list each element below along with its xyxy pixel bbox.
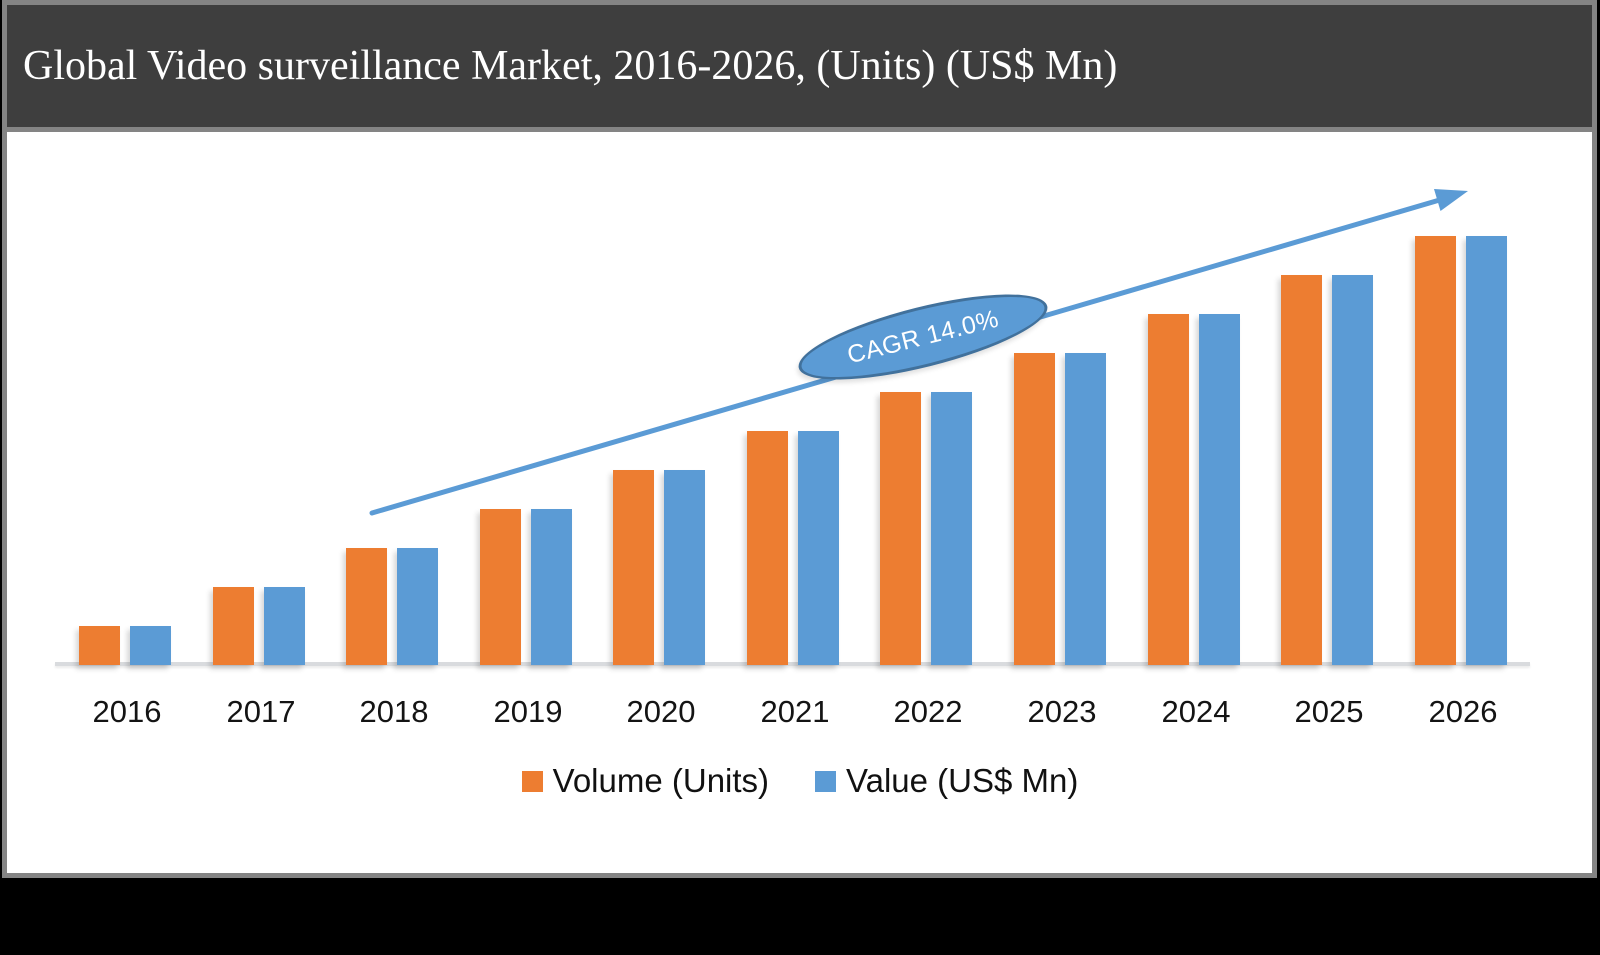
bar-value-2026: [1466, 236, 1507, 665]
legend-label: Volume (Units): [552, 762, 770, 799]
bar-volume-2023: [1014, 353, 1055, 665]
chart-legend: Volume (Units) Value (US$ Mn): [0, 762, 1600, 800]
x-axis-label-2016: 2016: [92, 694, 162, 729]
bar-volume-2019: [480, 509, 521, 665]
x-axis-line: [55, 662, 1530, 666]
legend-item-value: Value (US$ Mn): [815, 762, 1078, 800]
x-axis-label-2017: 2017: [226, 694, 296, 729]
bar-value-2018: [397, 548, 438, 665]
x-axis-label-2020: 2020: [626, 694, 696, 729]
x-axis-label-2025: 2025: [1294, 694, 1364, 729]
bar-value-2019: [531, 509, 572, 665]
bar-value-2025: [1332, 275, 1373, 665]
bar-volume-2017: [213, 587, 254, 665]
bar-volume-2016: [79, 626, 120, 665]
x-axis-label-2026: 2026: [1428, 694, 1498, 729]
bar-volume-2018: [346, 548, 387, 665]
legend-swatch-icon: [815, 770, 837, 792]
bar-value-2023: [1065, 353, 1106, 665]
legend-item-volume: Volume (Units): [521, 762, 770, 800]
chart-header: Global Video surveillance Market, 2016-2…: [7, 5, 1592, 132]
bar-volume-2021: [747, 431, 788, 665]
bar-value-2020: [664, 470, 705, 665]
bar-volume-2020: [613, 470, 654, 665]
bar-value-2024: [1199, 314, 1240, 665]
bar-value-2017: [264, 587, 305, 665]
chart-title: Global Video surveillance Market, 2016-2…: [23, 43, 1118, 89]
bar-volume-2022: [880, 392, 921, 665]
legend-swatch-icon: [521, 770, 543, 792]
bar-volume-2024: [1148, 314, 1189, 665]
bar-volume-2025: [1281, 275, 1322, 665]
legend-label: Value (US$ Mn): [846, 762, 1079, 799]
bar-value-2016: [130, 626, 171, 665]
x-axis-label-2019: 2019: [493, 694, 563, 729]
x-axis-label-2023: 2023: [1027, 694, 1097, 729]
x-axis-label-2018: 2018: [359, 694, 429, 729]
bar-value-2021: [798, 431, 839, 665]
x-axis-label-2021: 2021: [760, 694, 830, 729]
bar-volume-2026: [1415, 236, 1456, 665]
x-axis-label-2022: 2022: [893, 694, 963, 729]
x-axis-label-2024: 2024: [1161, 694, 1231, 729]
bar-value-2022: [931, 392, 972, 665]
